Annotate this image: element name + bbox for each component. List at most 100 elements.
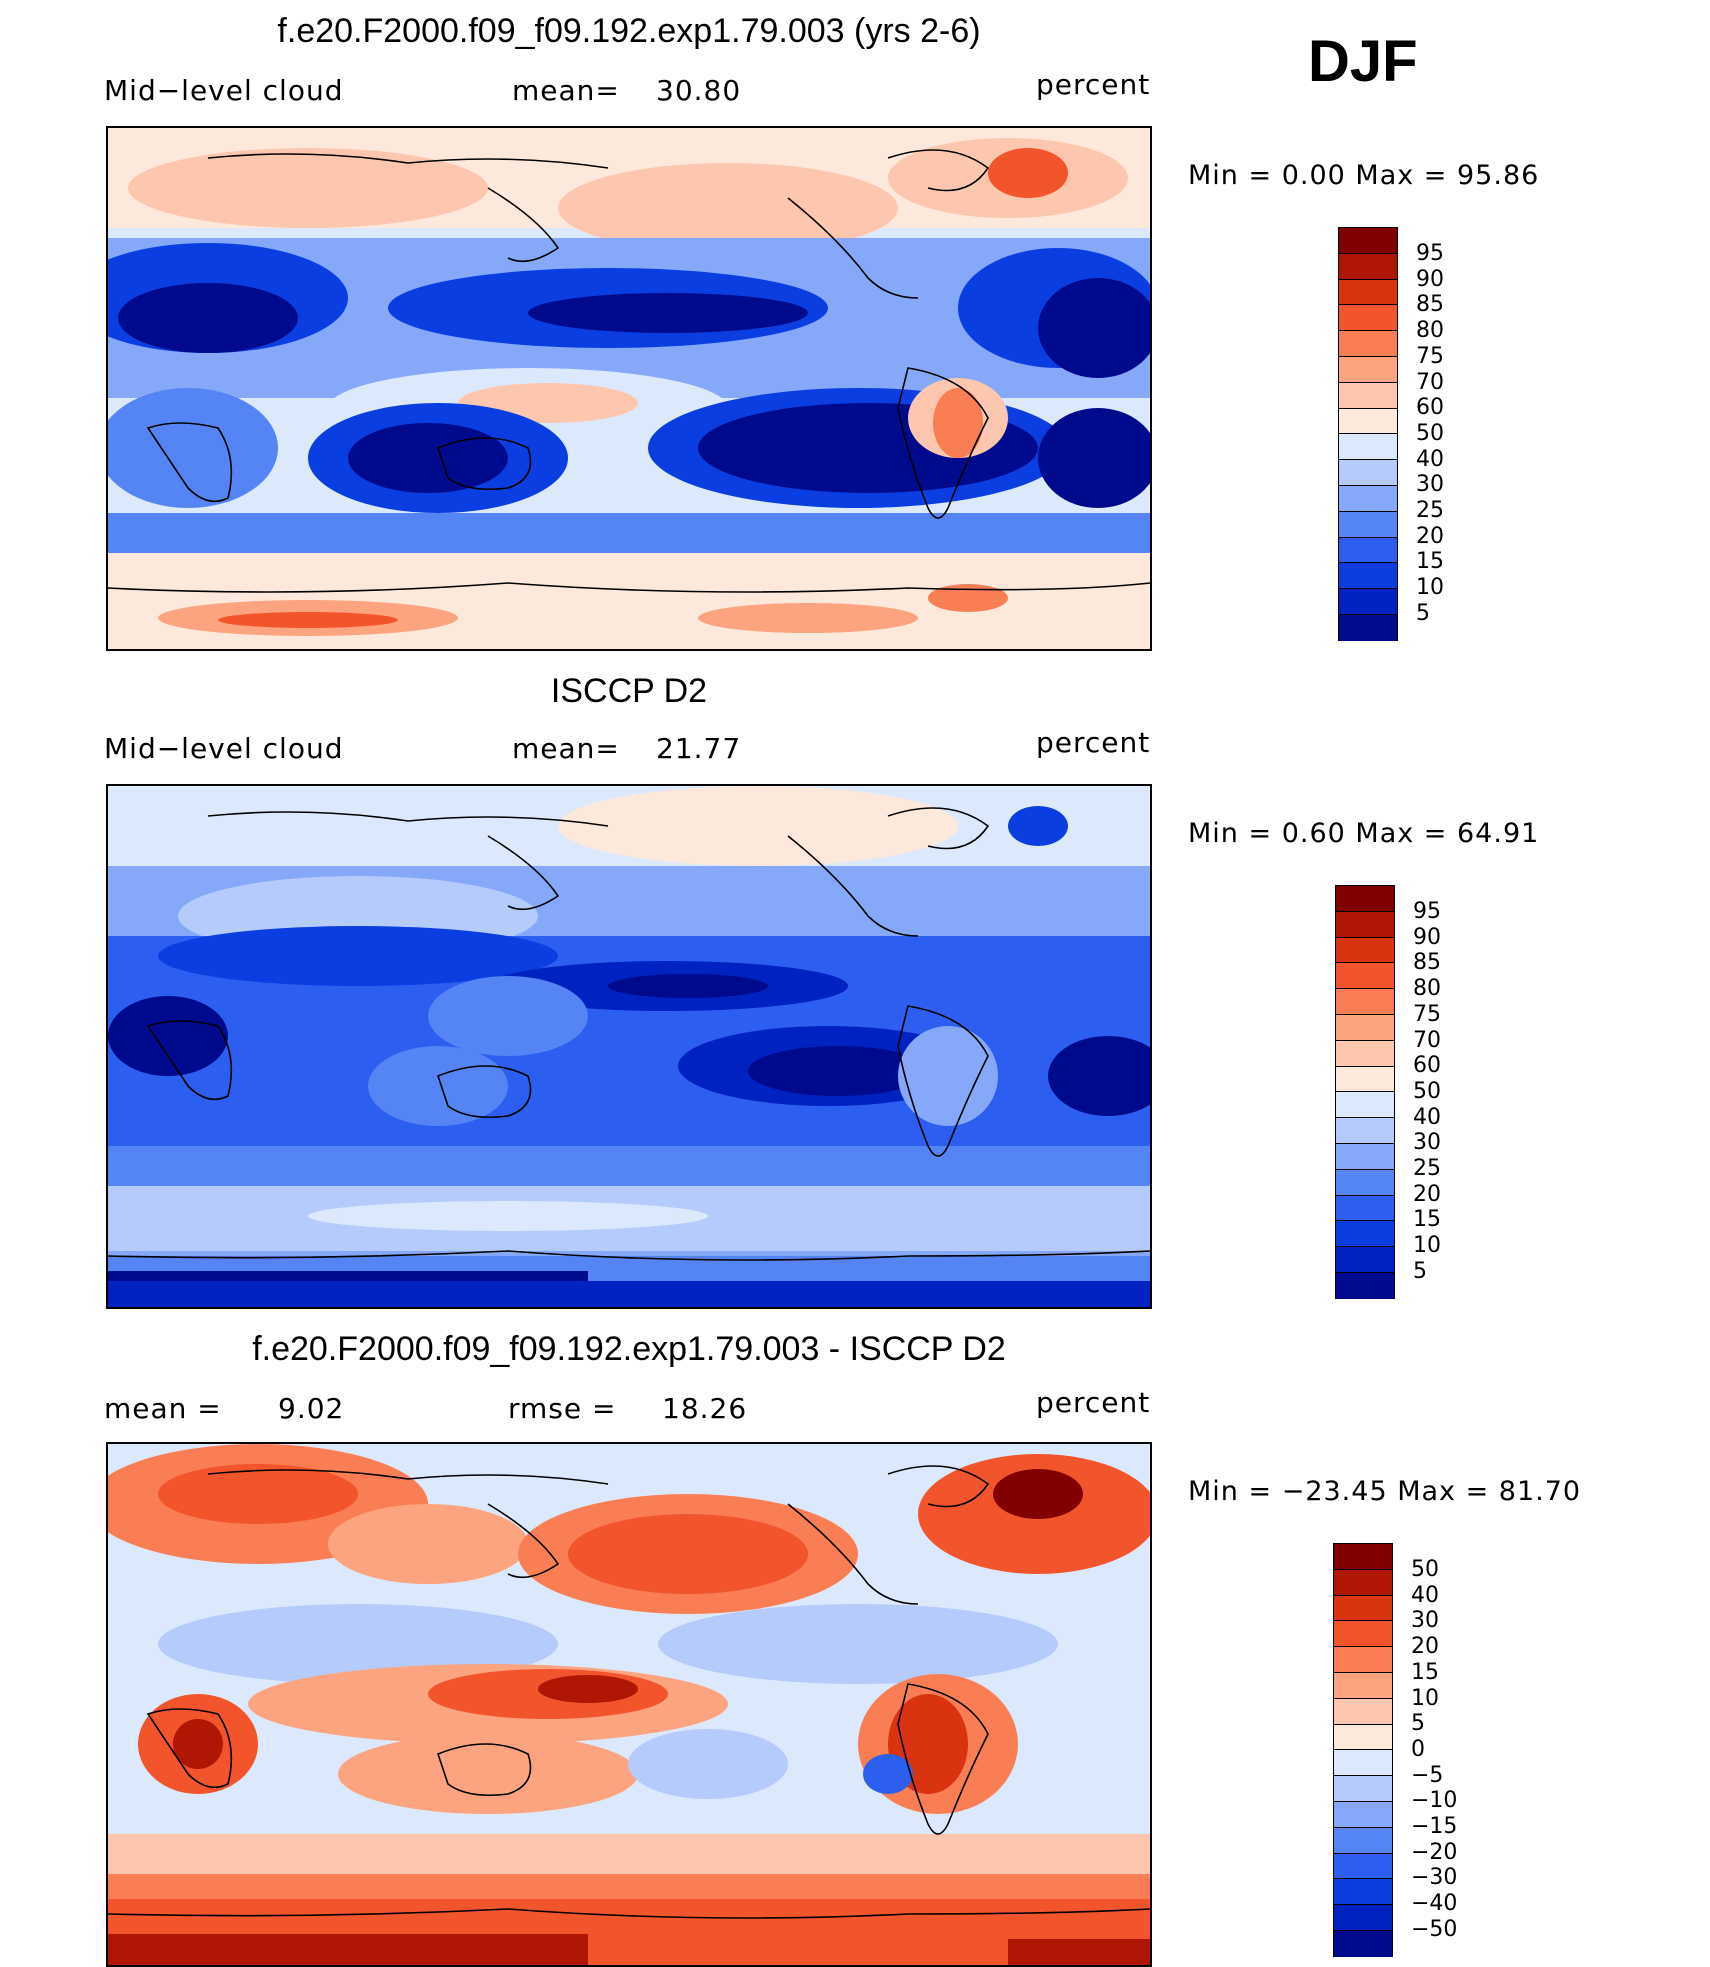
panel2-colorbar-label: 75 bbox=[1413, 1001, 1441, 1027]
panel1-colorbar-swatch bbox=[1339, 305, 1397, 332]
panel3-colorbar-swatch bbox=[1334, 1801, 1392, 1828]
panel2-colorbar-swatch bbox=[1336, 1272, 1394, 1299]
panel3-colorbar-swatch bbox=[1334, 1569, 1392, 1596]
panel3-colorbar-label: −40 bbox=[1411, 1891, 1458, 1917]
panel1-colorbar-swatch bbox=[1339, 485, 1397, 512]
panel1-colorbar-label: 70 bbox=[1416, 369, 1444, 395]
panel3-rmse-label: rmse = bbox=[508, 1392, 617, 1425]
panel2-colorbar-swatch bbox=[1336, 1014, 1394, 1041]
panel2-mean-label: mean= bbox=[512, 732, 620, 765]
panel1-colorbar-swatch bbox=[1339, 537, 1397, 564]
panel1-mean-label: mean= bbox=[512, 74, 620, 107]
panel1-colorbar-swatch bbox=[1339, 614, 1397, 641]
panel2-colorbar-swatch bbox=[1336, 937, 1394, 964]
panel2-colorbar-swatch bbox=[1336, 1169, 1394, 1196]
season-label: DJF bbox=[1308, 29, 1418, 94]
panel3-colorbar-label: 50 bbox=[1411, 1557, 1439, 1582]
panel1-colorbar-swatch bbox=[1339, 356, 1397, 383]
panel2-minmax: Min = 0.60 Max = 64.91 bbox=[1188, 818, 1540, 849]
panel3-map bbox=[106, 1442, 1152, 1967]
panel1-minmax: Min = 0.00 Max = 95.86 bbox=[1188, 160, 1540, 191]
panel3-colorbar-label: −10 bbox=[1411, 1788, 1458, 1814]
panel2-colorbar-swatch bbox=[1336, 886, 1394, 912]
panel3-colorbar-label: −20 bbox=[1411, 1839, 1458, 1865]
panel2-colorbar-label: 50 bbox=[1413, 1078, 1441, 1104]
panel3-colorbar-swatch bbox=[1334, 1930, 1392, 1957]
panel1-colorbar-label: 75 bbox=[1416, 343, 1444, 369]
panel2-colorbar-swatch bbox=[1336, 1040, 1394, 1067]
panel3-colorbar-swatch bbox=[1334, 1647, 1392, 1673]
panel2-mean-value: 21.77 bbox=[656, 732, 742, 765]
panel3-title: f.e20.F2000.f09_f09.192.exp1.79.003 - IS… bbox=[252, 1330, 1006, 1368]
panel3-colorbar-swatch bbox=[1334, 1595, 1392, 1622]
panel2-colorbar-swatch bbox=[1336, 1195, 1394, 1222]
panel3-colorbar-label: 20 bbox=[1411, 1634, 1439, 1660]
panel1-title: f.e20.F2000.f09_f09.192.exp1.79.003 (yrs… bbox=[277, 12, 981, 50]
panel1-colorbar-label: 95 bbox=[1416, 241, 1444, 266]
panel2-colorbar-label: 20 bbox=[1413, 1181, 1441, 1207]
panel3-mean-label: mean = bbox=[104, 1392, 222, 1425]
panel2-colorbar-label: 70 bbox=[1413, 1027, 1441, 1053]
panel3-colorbar-swatch bbox=[1334, 1544, 1392, 1570]
panel1-units-label: percent bbox=[1036, 68, 1151, 101]
panel1-colorbar-swatch bbox=[1339, 382, 1397, 409]
panel1-colorbar-label: 85 bbox=[1416, 292, 1444, 318]
panel3-colorbar-label: −50 bbox=[1411, 1916, 1458, 1942]
panel3-colorbar-swatch bbox=[1334, 1827, 1392, 1854]
panel1-colorbar-swatch bbox=[1339, 228, 1397, 254]
panel2-colorbar-label: 85 bbox=[1413, 950, 1441, 976]
panel2-colorbar-label: 95 bbox=[1413, 899, 1441, 924]
panel2-colorbar bbox=[1335, 885, 1395, 1299]
panel2-colorbar-swatch bbox=[1336, 989, 1394, 1015]
panel2-colorbar-label: 80 bbox=[1413, 976, 1441, 1002]
panel1-colorbar-swatch bbox=[1339, 253, 1397, 280]
panel1-colorbar-swatch bbox=[1339, 331, 1397, 357]
panel1-colorbar-label: 5 bbox=[1416, 600, 1430, 626]
panel3-colorbar-label: 30 bbox=[1411, 1608, 1439, 1634]
panel2-colorbar-swatch bbox=[1336, 1066, 1394, 1093]
panel1-colorbar-swatch bbox=[1339, 434, 1397, 461]
panel1-colorbar-label: 50 bbox=[1416, 420, 1444, 446]
panel1-colorbar-label: 15 bbox=[1416, 549, 1444, 575]
panel2-colorbar-swatch bbox=[1336, 1247, 1394, 1273]
panel3-colorbar-label: 40 bbox=[1411, 1582, 1439, 1608]
panel1-colorbar-swatch bbox=[1339, 589, 1397, 615]
panel1-colorbar-label: 10 bbox=[1416, 575, 1444, 601]
panel2-colorbar-labels: 95 90 85 80 75 70 60 50 40 30 25 20 15 1… bbox=[1413, 899, 1441, 1285]
panel3-colorbar-label: −30 bbox=[1411, 1865, 1458, 1891]
panel2-colorbar-swatch bbox=[1336, 1092, 1394, 1119]
panel1-colorbar-swatch bbox=[1339, 279, 1397, 306]
panel2-variable-label: Mid−level cloud bbox=[104, 732, 344, 765]
panel2-map bbox=[106, 784, 1152, 1309]
panel3-rmse-value: 18.26 bbox=[662, 1392, 748, 1425]
panel1-colorbar-labels: 95 90 85 80 75 70 60 50 40 30 25 20 15 1… bbox=[1416, 241, 1444, 627]
panel3-mean-value: 9.02 bbox=[278, 1392, 345, 1425]
panel3-units-label: percent bbox=[1036, 1386, 1151, 1419]
panel1-colorbar-label: 60 bbox=[1416, 395, 1444, 421]
panel3-colorbar-swatch bbox=[1334, 1672, 1392, 1699]
panel2-title: ISCCP D2 bbox=[550, 672, 708, 710]
panel2-colorbar-swatch bbox=[1336, 1118, 1394, 1144]
panel2-colorbar-swatch bbox=[1336, 1143, 1394, 1170]
panel3-colorbar-label: −5 bbox=[1411, 1762, 1444, 1788]
panel2-colorbar-swatch bbox=[1336, 963, 1394, 990]
panel2-units-label: percent bbox=[1036, 726, 1151, 759]
panel2-colorbar-swatch bbox=[1336, 911, 1394, 938]
panel1-map bbox=[106, 126, 1152, 651]
panel2-colorbar-label: 60 bbox=[1413, 1053, 1441, 1079]
panel2-colorbar-label: 90 bbox=[1413, 924, 1441, 950]
panel3-colorbar-label: 10 bbox=[1411, 1685, 1439, 1711]
panel3-colorbar-swatch bbox=[1334, 1698, 1392, 1725]
panel1-colorbar-swatch bbox=[1339, 511, 1397, 538]
panel1-colorbar-label: 30 bbox=[1416, 472, 1444, 498]
panel2-colorbar-label: 25 bbox=[1413, 1156, 1441, 1182]
panel2-colorbar-label: 40 bbox=[1413, 1104, 1441, 1130]
panel1-colorbar-swatch bbox=[1339, 408, 1397, 435]
panel2-colorbar-label: 10 bbox=[1413, 1233, 1441, 1259]
panel3-colorbar bbox=[1333, 1543, 1393, 1957]
panel2-colorbar-swatch bbox=[1336, 1221, 1394, 1248]
panel3-colorbar-labels: 50 40 30 20 15 10 5 0 −5 −10 −15 −20 −30… bbox=[1411, 1557, 1457, 1943]
panel3-colorbar-swatch bbox=[1334, 1879, 1392, 1906]
panel3-colorbar-label: 5 bbox=[1411, 1711, 1425, 1737]
panel1-colorbar-label: 25 bbox=[1416, 498, 1444, 524]
